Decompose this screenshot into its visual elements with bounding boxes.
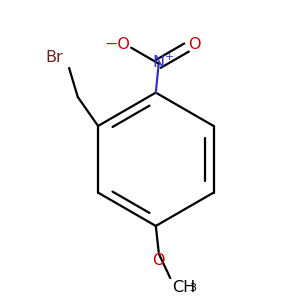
- Text: +: +: [165, 52, 174, 62]
- Text: −O: −O: [104, 37, 130, 52]
- Text: O: O: [188, 37, 200, 52]
- Text: N: N: [153, 55, 165, 70]
- Text: CH: CH: [172, 280, 195, 295]
- Text: Br: Br: [46, 50, 63, 65]
- Text: O: O: [152, 254, 165, 268]
- Text: 3: 3: [189, 283, 196, 293]
